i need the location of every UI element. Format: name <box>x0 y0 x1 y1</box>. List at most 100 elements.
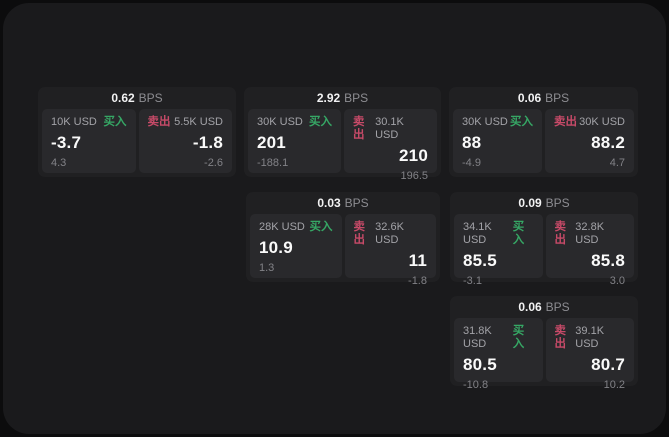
quote-panels: 30K USD 买入 201 -188.1 卖出 30.1K USD 210 1… <box>244 109 441 182</box>
buy-panel-toprow: 30K USD 买入 <box>257 116 332 129</box>
buy-panel[interactable]: 30K USD 买入 88 -4.9 <box>453 109 542 173</box>
buy-side-label: 买入 <box>103 116 127 128</box>
sell-panel[interactable]: 卖出 39.1K USD 80.7 10.2 <box>545 318 634 391</box>
bps-value: 0.03 <box>317 196 341 210</box>
sell-amount: 32.6K USD <box>375 221 404 246</box>
buy-panel[interactable]: 10K USD 买入 -3.7 4.3 <box>42 109 136 173</box>
bps-unit-label: BPS <box>138 91 163 105</box>
quote-card-2: 2.92 BPS 30K USD 买入 201 -188.1 卖出 30.1K … <box>244 87 441 182</box>
buy-change: -10.8 <box>463 379 489 391</box>
sell-panel[interactable]: 卖出 5.5K USD -1.8 -2.6 <box>138 109 232 173</box>
bps-value: 0.06 <box>518 300 542 314</box>
sell-side-label: 卖出 <box>554 116 577 128</box>
quote-panels: 30K USD 买入 88 -4.9 卖出 30K USD 88.2 4.7 <box>449 109 638 177</box>
sell-side-label: 卖出 <box>353 221 366 246</box>
buy-panel-toprow: 34.1K USD 买入 <box>463 221 534 247</box>
buy-amount: 30K USD <box>462 116 508 128</box>
sell-panel-toprow: 卖出 39.1K USD <box>555 325 626 351</box>
sell-panel-toprow: 卖出 30K USD <box>554 116 625 129</box>
sell-panel-toprow: 卖出 30.1K USD <box>353 116 428 142</box>
quote-panels: 28K USD 买入 10.9 1.3 卖出 32.6K USD 11 -1.8 <box>246 214 440 287</box>
buy-amount: 34.1K USD <box>463 221 492 246</box>
buy-price: 80.5 <box>463 355 497 374</box>
sell-price: -1.8 <box>192 133 223 152</box>
buy-change: 1.3 <box>259 262 275 274</box>
buy-amount: 30K USD <box>257 116 303 128</box>
sell-panel-toprow: 卖出 32.6K USD <box>354 221 428 247</box>
bps-unit-label: BPS <box>545 91 570 105</box>
sell-amount: 39.1K USD <box>575 325 605 350</box>
quote-panels: 31.8K USD 买入 80.5 -10.8 卖出 39.1K USD 80.… <box>450 318 638 391</box>
buy-panel[interactable]: 34.1K USD 买入 85.5 -3.1 <box>454 214 543 287</box>
quote-card-5: 0.09 BPS 34.1K USD 买入 85.5 -3.1 卖出 32.8K… <box>450 192 638 287</box>
card-header: 2.92 BPS <box>244 87 441 109</box>
sell-panel[interactable]: 卖出 30.1K USD 210 196.5 <box>344 109 437 182</box>
bps-value: 0.09 <box>518 196 542 210</box>
sell-amount: 30.1K USD <box>375 116 404 141</box>
buy-amount: 28K USD <box>259 221 305 233</box>
sell-side-label: 卖出 <box>147 116 171 128</box>
bps-value: 2.92 <box>316 91 341 105</box>
sell-change: 196.5 <box>400 170 428 182</box>
quote-panels: 34.1K USD 买入 85.5 -3.1 卖出 32.8K USD 85.8… <box>450 214 638 287</box>
buy-panel-toprow: 30K USD 买入 <box>462 116 533 129</box>
sell-panel-toprow: 卖出 5.5K USD <box>148 116 224 129</box>
bps-unit-label: BPS <box>545 300 570 314</box>
buy-change: -188.1 <box>257 157 289 169</box>
bps-value: 0.06 <box>517 91 542 105</box>
sell-panel[interactable]: 卖出 32.6K USD 11 -1.8 <box>344 214 436 287</box>
sell-change: -2.6 <box>204 157 223 169</box>
buy-price: 10.9 <box>259 238 293 257</box>
sell-amount: 30K USD <box>579 116 625 128</box>
buy-change: -3.1 <box>463 275 482 287</box>
buy-panel[interactable]: 30K USD 买入 201 -188.1 <box>248 109 341 173</box>
sell-price: 11 <box>408 251 427 270</box>
quote-card-4: 0.03 BPS 28K USD 买入 10.9 1.3 卖出 32.6K US… <box>246 192 440 287</box>
card-header: 0.06 BPS <box>449 87 638 109</box>
sell-side-label: 卖出 <box>554 221 567 246</box>
sell-change: -1.8 <box>408 275 427 287</box>
sell-panel[interactable]: 卖出 32.8K USD 85.8 3.0 <box>545 214 634 287</box>
buy-panel[interactable]: 28K USD 买入 10.9 1.3 <box>250 214 342 278</box>
sell-price: 210 <box>399 146 428 165</box>
sell-panel-toprow: 卖出 32.8K USD <box>555 221 626 247</box>
buy-price: 201 <box>257 133 286 152</box>
buy-price: 88 <box>462 133 482 152</box>
quote-card-6: 0.06 BPS 31.8K USD 买入 80.5 -10.8 卖出 39.1… <box>450 296 638 391</box>
sell-change: 4.7 <box>609 157 625 169</box>
sell-panel[interactable]: 卖出 30K USD 88.2 4.7 <box>545 109 634 173</box>
buy-amount: 31.8K USD <box>463 325 492 350</box>
bps-unit-label: BPS <box>545 196 570 210</box>
sell-side-label: 卖出 <box>353 116 365 141</box>
buy-amount: 10K USD <box>51 116 97 128</box>
bps-unit-label: BPS <box>344 91 369 105</box>
sell-amount: 5.5K USD <box>174 116 223 128</box>
buy-side-label: 买入 <box>512 221 525 246</box>
quote-card-3: 0.06 BPS 30K USD 买入 88 -4.9 卖出 30K USD 8… <box>449 87 638 177</box>
buy-change: 4.3 <box>51 157 67 169</box>
sell-price: 85.8 <box>591 251 625 270</box>
buy-panel-toprow: 28K USD 买入 <box>259 221 333 234</box>
quote-card-1: 0.62 BPS 10K USD 买入 -3.7 4.3 卖出 5.5K USD… <box>38 87 236 177</box>
buy-side-label: 买入 <box>512 325 525 350</box>
buy-panel-toprow: 10K USD 买入 <box>51 116 127 129</box>
sell-amount: 32.8K USD <box>575 221 605 246</box>
sell-price: 80.7 <box>591 355 625 374</box>
sell-change: 3.0 <box>609 275 625 287</box>
card-header: 0.06 BPS <box>450 296 638 318</box>
buy-price: -3.7 <box>51 133 82 152</box>
card-header: 0.03 BPS <box>246 192 440 214</box>
sell-price: 88.2 <box>591 133 625 152</box>
card-header: 0.09 BPS <box>450 192 638 214</box>
sell-change: 10.2 <box>603 379 625 391</box>
buy-price: 85.5 <box>463 251 497 270</box>
buy-panel[interactable]: 31.8K USD 买入 80.5 -10.8 <box>454 318 543 391</box>
buy-side-label: 买入 <box>309 116 332 128</box>
card-header: 0.62 BPS <box>38 87 236 109</box>
bps-value: 0.62 <box>111 91 135 105</box>
bps-unit-label: BPS <box>344 196 369 210</box>
buy-change: -4.9 <box>462 157 481 169</box>
buy-panel-toprow: 31.8K USD 买入 <box>463 325 534 351</box>
buy-side-label: 买入 <box>309 221 333 233</box>
buy-side-label: 买入 <box>510 116 533 128</box>
